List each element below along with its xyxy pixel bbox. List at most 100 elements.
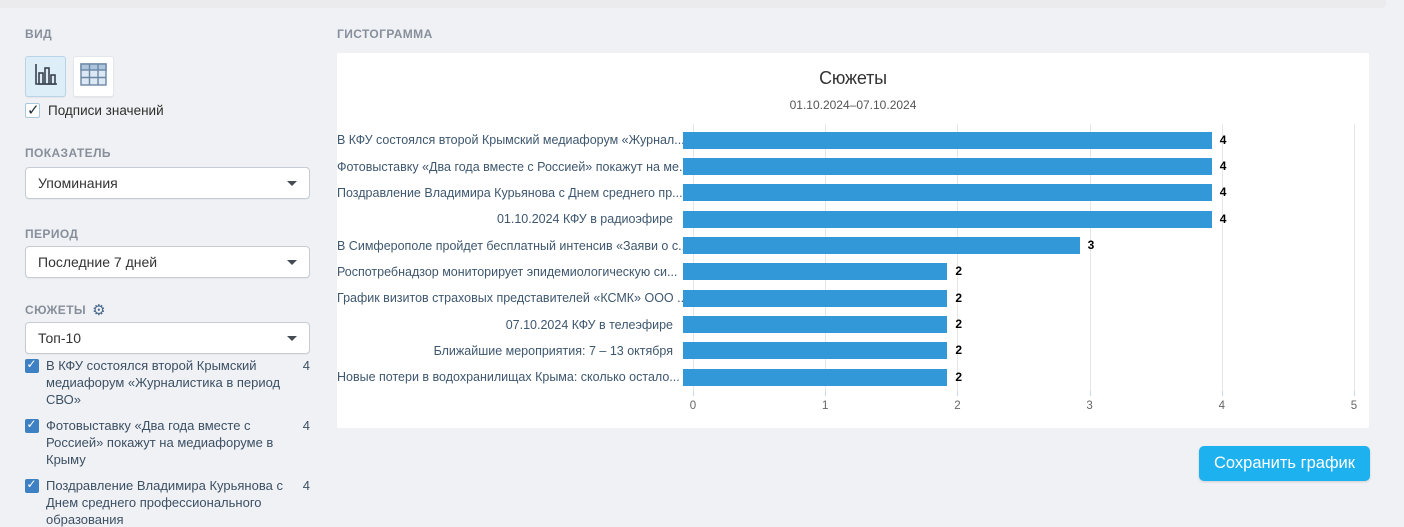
subject-checkbox[interactable] xyxy=(25,417,39,433)
bar[interactable] xyxy=(683,237,1080,255)
bar-chart-icon xyxy=(33,61,59,92)
bar-row: В Симферополе пройдет бесплатный интенси… xyxy=(337,232,1369,258)
bar-row: Фотовыставку «Два года вместе с Россией»… xyxy=(337,153,1369,179)
indicator-select[interactable]: Упоминания xyxy=(25,167,310,199)
histogram-chart: Сюжеты 01.10.2024–07.10.2024 0 1 2 3 4 5 В КФУ… xyxy=(337,53,1369,428)
x-axis-label: 3 xyxy=(1086,400,1093,412)
table-view-button[interactable] xyxy=(73,56,114,97)
gridline xyxy=(825,124,827,391)
chart-title: Сюжеты xyxy=(819,68,887,88)
x-axis-label: 5 xyxy=(1350,400,1358,412)
category-label: Ближайшие мероприятия: 7 – 13 октября xyxy=(433,343,673,358)
bar[interactable] xyxy=(683,158,1212,176)
gridline xyxy=(1221,124,1223,391)
subjects-section-header: СЮЖЕТЫ ⚙ xyxy=(25,301,106,319)
value-labels-checkbox[interactable] xyxy=(25,101,40,119)
category-label: В КФУ состоялся второй Крымский медиафор… xyxy=(337,133,683,148)
chevron-down-icon xyxy=(287,259,297,265)
subject-list-item: Фотовыставку «Два года вместе с Россией»… xyxy=(25,417,310,468)
bar-row: Ближайшие мероприятия: 7 – 13 октября 2 xyxy=(337,338,1369,364)
subject-checkbox[interactable] xyxy=(25,357,39,373)
period-select[interactable]: Последние 7 дней xyxy=(25,246,310,278)
bar-track: 4 xyxy=(683,158,1344,176)
chart-subtitle: 01.10.2024–07.10.2024 xyxy=(789,98,917,112)
bar[interactable] xyxy=(683,184,1212,202)
bar[interactable] xyxy=(683,342,948,360)
axis-tick xyxy=(1089,391,1091,396)
value-label: 2 xyxy=(955,264,963,279)
value-label: 2 xyxy=(955,343,963,358)
category-label: В Симферополе пройдет бесплатный интенси… xyxy=(337,238,683,253)
save-chart-button[interactable]: Сохранить график xyxy=(1199,446,1370,481)
bar-row: Новые потери в водохранилищах Крыма: ско… xyxy=(337,364,1369,390)
top-panel-edge xyxy=(0,0,1386,8)
x-axis-label: 2 xyxy=(954,400,961,412)
axis-tick xyxy=(693,391,694,396)
category-label: График визитов страховых представителей … xyxy=(337,291,683,306)
category-label: Роспотребнадзор мониторирует эпидемиолог… xyxy=(337,264,678,279)
bar-row: Роспотребнадзор мониторирует эпидемиолог… xyxy=(337,259,1369,285)
axis-tick xyxy=(825,391,827,396)
subject-count: 4 xyxy=(302,358,310,373)
view-toggle xyxy=(25,56,114,97)
bar-row: График визитов страховых представителей … xyxy=(337,285,1369,311)
value-label: 2 xyxy=(955,290,963,305)
bar-track: 3 xyxy=(683,237,1344,255)
category-label: Поздравление Владимира Курьянова с Днем … xyxy=(337,185,683,200)
value-labels-checkbox-label[interactable]: Подписи значений xyxy=(48,103,164,118)
chevron-down-icon xyxy=(287,180,297,186)
value-label: 2 xyxy=(955,369,963,384)
category-label: 07.10.2024 КФУ в телеэфире xyxy=(505,317,673,332)
subject-label[interactable]: Фотовыставку «Два года вместе с Россией»… xyxy=(46,418,274,467)
bar[interactable] xyxy=(683,289,948,307)
subject-label[interactable]: Поздравление Владимира Курьянова с Днем … xyxy=(46,478,283,527)
subject-checkbox[interactable] xyxy=(25,477,39,493)
bar-row: В КФУ состоялся второй Крымский медиафор… xyxy=(337,127,1369,153)
value-label: 2 xyxy=(955,317,963,332)
bar-row: 01.10.2024 КФУ в радиоэфире 4 xyxy=(337,206,1369,232)
subject-list: В КФУ состоялся второй Крымский медиафор… xyxy=(25,357,310,527)
category-label: Фотовыставку «Два года вместе с Россией»… xyxy=(337,159,683,174)
bar-track: 2 xyxy=(683,316,1344,334)
value-label: 4 xyxy=(1219,211,1227,226)
bar[interactable] xyxy=(683,210,1212,228)
x-axis-label: 0 xyxy=(689,400,697,412)
subject-count: 4 xyxy=(302,478,310,493)
period-select-value: Последние 7 дней xyxy=(38,254,158,270)
subjects-section-label: СЮЖЕТЫ xyxy=(25,303,87,317)
bar[interactable] xyxy=(683,131,1212,149)
histogram-section-label: ГИСТОГРАММА xyxy=(337,27,433,41)
bar-row: 07.10.2024 КФУ в телеэфире 2 xyxy=(337,311,1369,337)
value-labels-option: Подписи значений xyxy=(25,101,164,119)
view-section-label: ВИД xyxy=(25,27,53,41)
bar-track: 2 xyxy=(683,368,1344,386)
subject-count: 4 xyxy=(302,418,310,433)
gridline xyxy=(957,124,959,391)
subjects-select[interactable]: Топ-10 xyxy=(25,322,310,354)
bar-track: 2 xyxy=(683,263,1344,281)
category-label: 01.10.2024 КФУ в радиоэфире xyxy=(496,212,673,227)
category-label: Новые потери в водохранилищах Крыма: ско… xyxy=(337,370,680,385)
subject-list-item: В КФУ состоялся второй Крымский медиафор… xyxy=(25,357,310,408)
bar-track: 4 xyxy=(683,131,1344,149)
bar[interactable] xyxy=(683,368,948,386)
bar[interactable] xyxy=(683,263,948,281)
value-label: 4 xyxy=(1219,159,1227,174)
axis-tick xyxy=(957,391,959,396)
gridline xyxy=(1354,124,1355,391)
subject-list-item: Поздравление Владимира Курьянова с Днем … xyxy=(25,477,310,527)
subject-label[interactable]: В КФУ состоялся второй Крымский медиафор… xyxy=(46,358,281,407)
axis-tick xyxy=(1221,391,1223,396)
bar-track: 4 xyxy=(683,210,1344,228)
chevron-down-icon xyxy=(287,335,297,341)
value-label: 4 xyxy=(1219,132,1227,147)
chart-view-button[interactable] xyxy=(25,56,66,97)
gear-icon[interactable]: ⚙ xyxy=(92,302,106,319)
period-section-label: ПЕРИОД xyxy=(25,227,79,241)
bar-row: Поздравление Владимира Курьянова с Днем … xyxy=(337,180,1369,206)
indicator-section-label: ПОКАЗАТЕЛЬ xyxy=(25,146,111,160)
bar-track: 2 xyxy=(683,289,1344,307)
x-axis-label: 1 xyxy=(821,400,829,412)
bar[interactable] xyxy=(683,316,948,334)
bar-track: 4 xyxy=(683,184,1344,202)
